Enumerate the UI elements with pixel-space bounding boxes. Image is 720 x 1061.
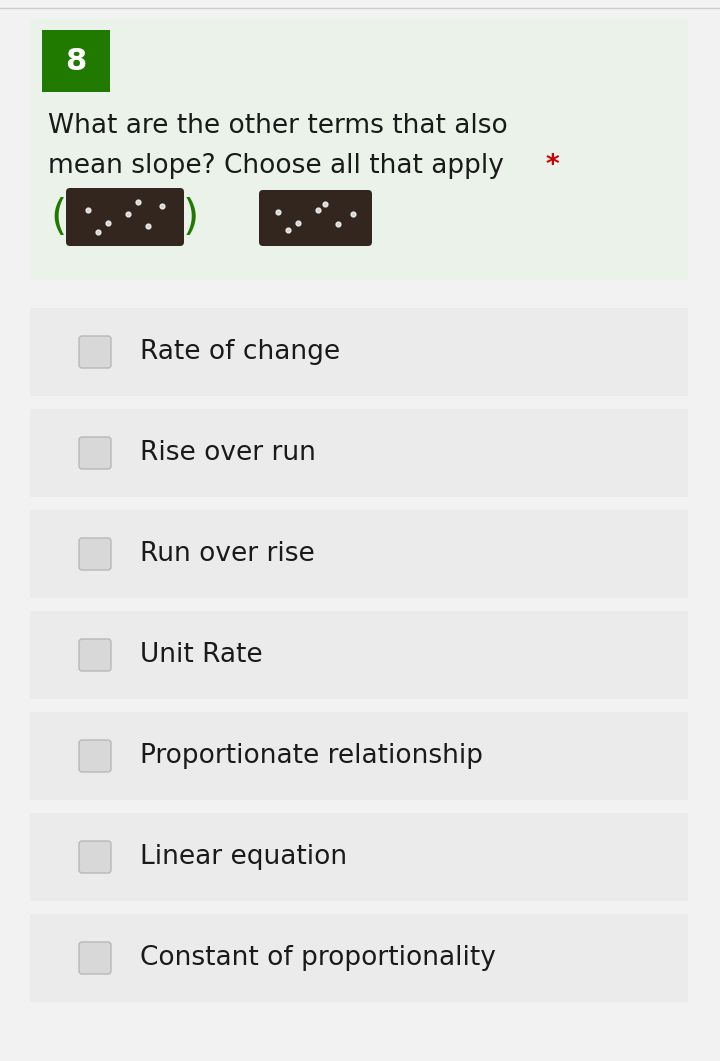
FancyBboxPatch shape	[79, 942, 111, 974]
FancyBboxPatch shape	[79, 740, 111, 772]
FancyBboxPatch shape	[30, 712, 688, 800]
FancyBboxPatch shape	[30, 611, 688, 699]
Text: Run over rise: Run over rise	[140, 541, 315, 567]
FancyBboxPatch shape	[79, 437, 111, 469]
FancyBboxPatch shape	[259, 190, 372, 246]
Text: Rate of change: Rate of change	[140, 340, 340, 365]
FancyBboxPatch shape	[79, 841, 111, 873]
FancyBboxPatch shape	[42, 30, 110, 92]
FancyBboxPatch shape	[30, 510, 688, 598]
Text: What are the other terms that also: What are the other terms that also	[48, 114, 508, 139]
Text: (: (	[50, 197, 66, 239]
FancyBboxPatch shape	[79, 639, 111, 671]
Text: Linear equation: Linear equation	[140, 843, 347, 870]
Text: Unit Rate: Unit Rate	[140, 642, 263, 668]
Text: Proportionate relationship: Proportionate relationship	[140, 743, 483, 769]
FancyBboxPatch shape	[30, 308, 688, 396]
FancyBboxPatch shape	[30, 408, 688, 497]
Text: Constant of proportionality: Constant of proportionality	[140, 945, 496, 971]
FancyBboxPatch shape	[30, 813, 688, 901]
Text: *: *	[546, 153, 559, 179]
Text: Rise over run: Rise over run	[140, 440, 316, 466]
FancyBboxPatch shape	[30, 18, 688, 280]
Text: mean slope? Choose all that apply: mean slope? Choose all that apply	[48, 153, 512, 179]
FancyBboxPatch shape	[30, 914, 688, 1002]
FancyBboxPatch shape	[79, 336, 111, 368]
Text: 8: 8	[66, 47, 86, 75]
FancyBboxPatch shape	[79, 538, 111, 570]
Text: ): )	[183, 197, 199, 239]
FancyBboxPatch shape	[66, 188, 184, 246]
